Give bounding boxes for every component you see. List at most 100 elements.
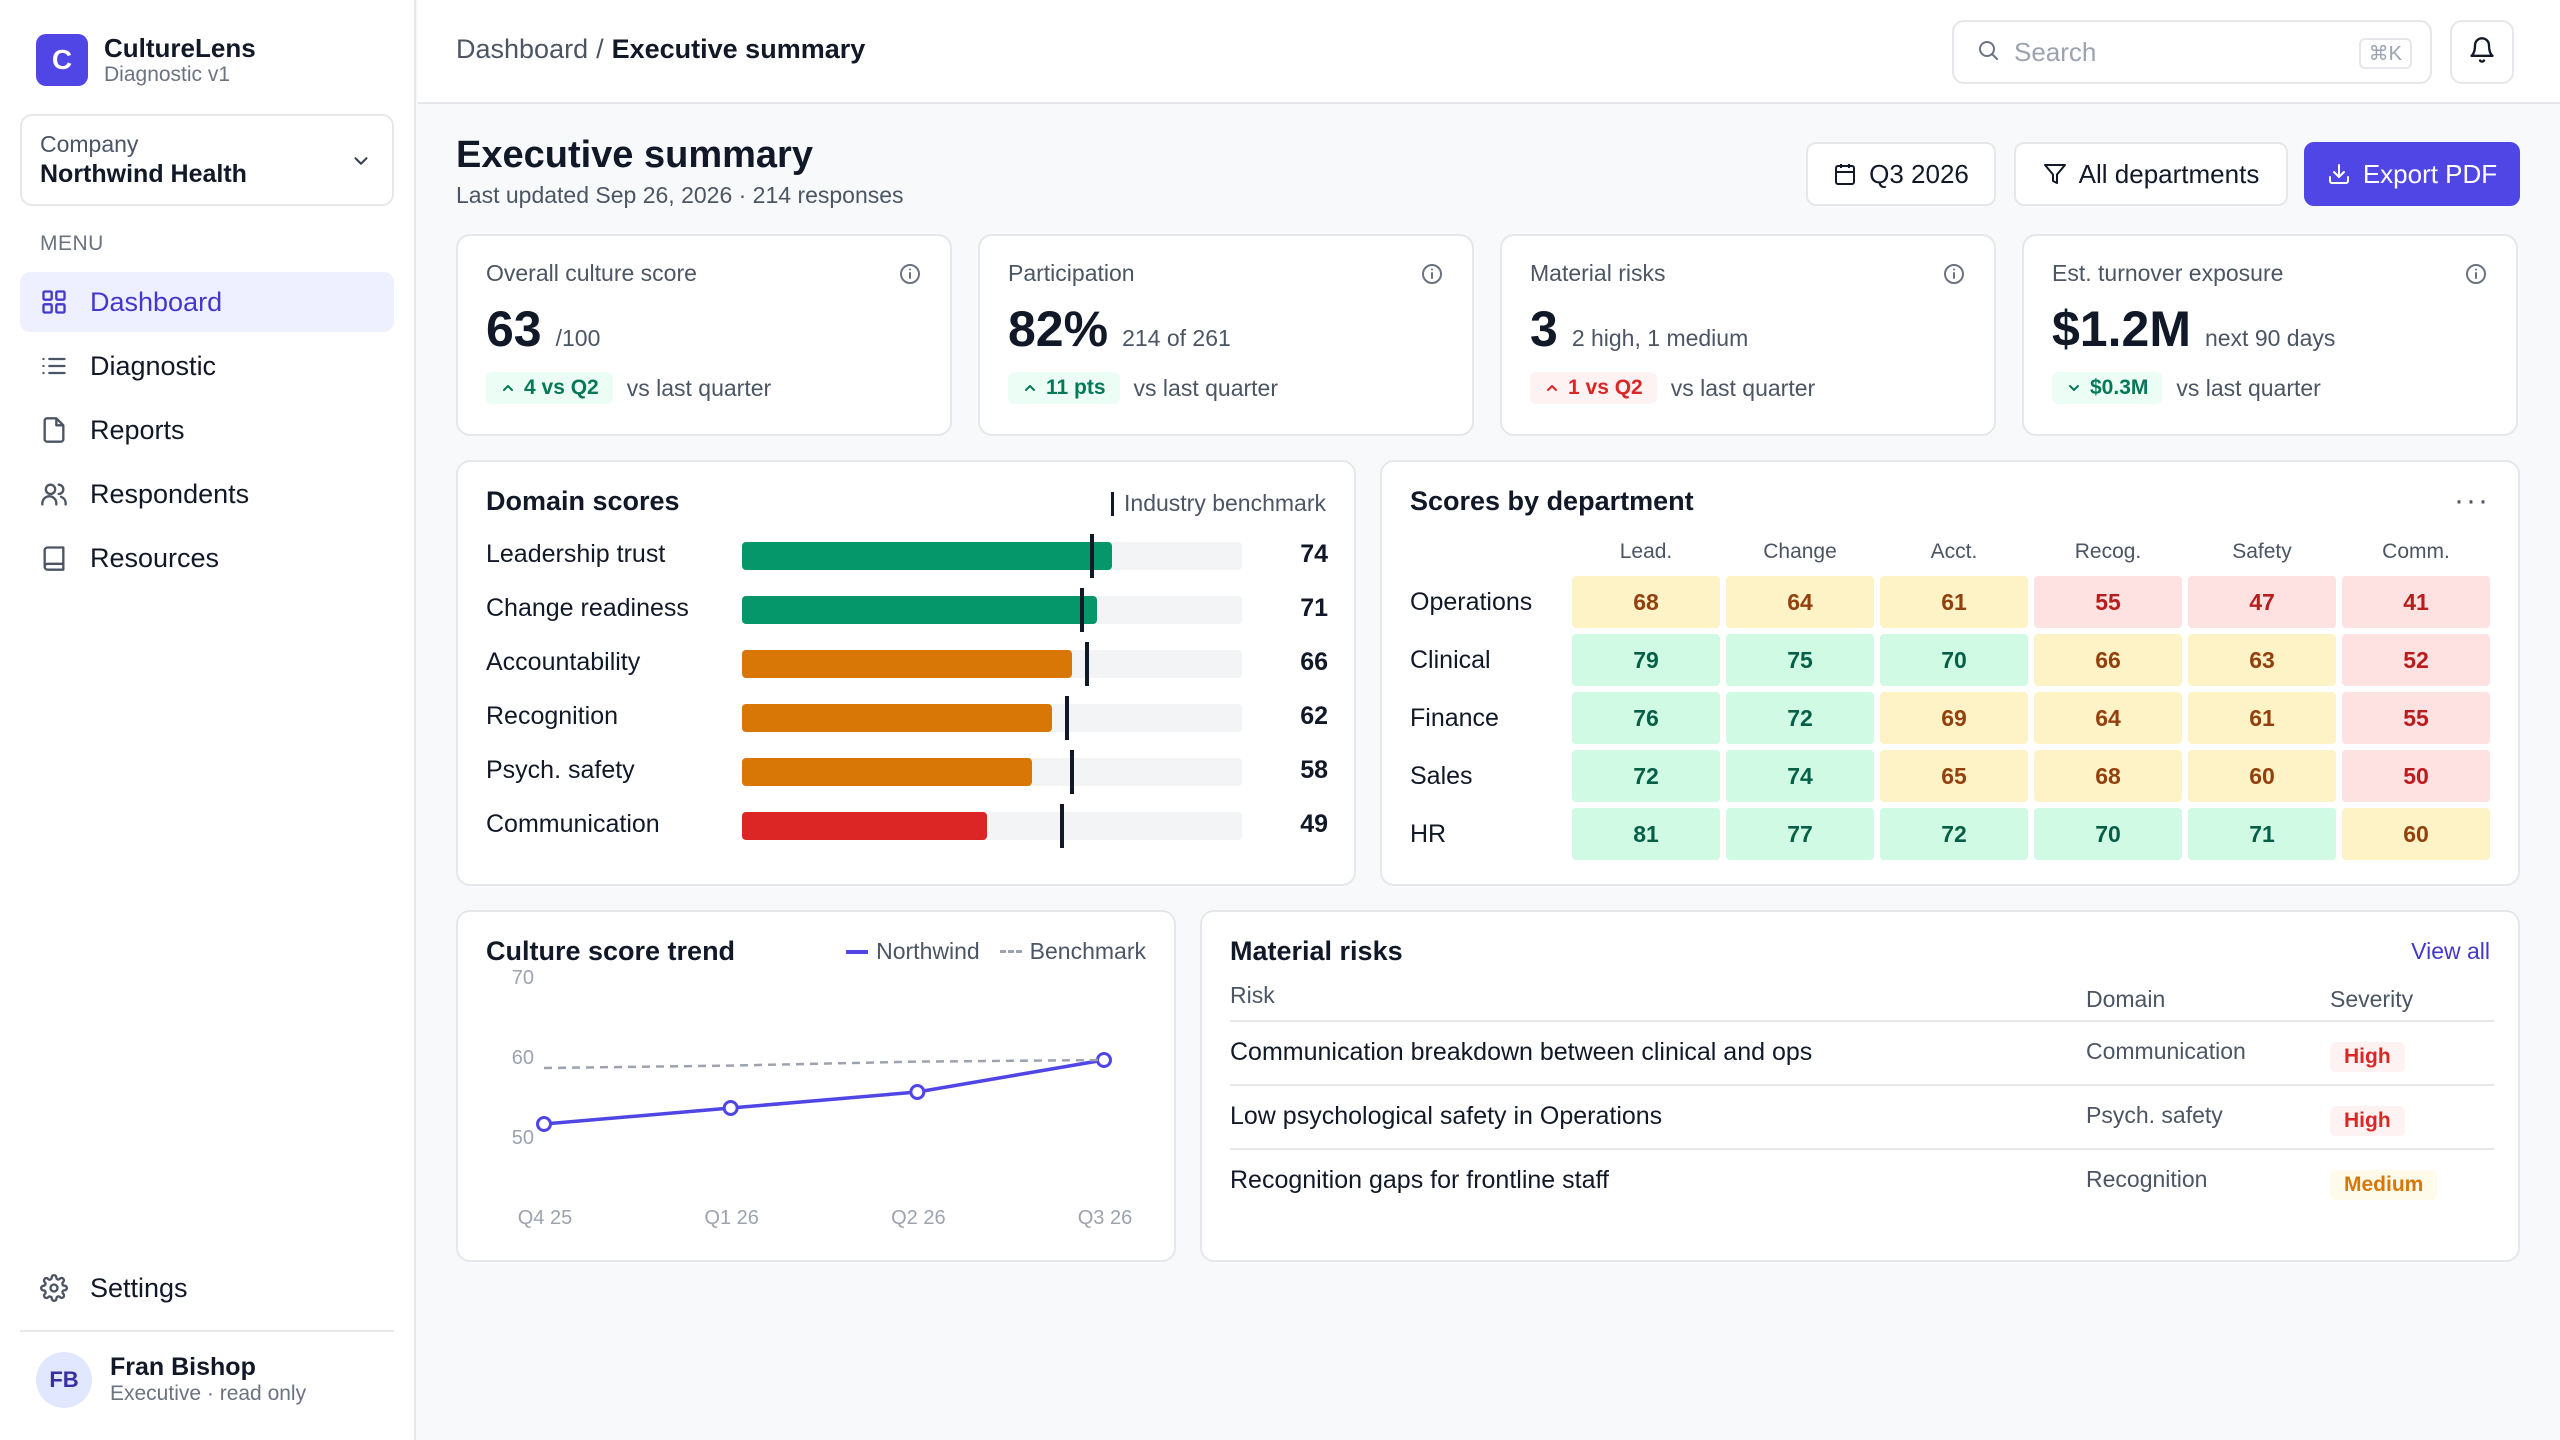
sidebar-item-reports[interactable]: Reports (20, 400, 394, 460)
kpi-unit: next 90 days (2204, 325, 2336, 351)
more-options-button[interactable]: ··· (2454, 484, 2490, 517)
search-input[interactable]: Search ⌘K (1952, 20, 2432, 84)
sidebar-item-resources[interactable]: Resources (20, 528, 394, 588)
data-point (722, 1100, 739, 1116)
table-row[interactable]: Recognition gaps for frontline staff Reco… (1230, 1148, 2494, 1212)
heatmap-cell[interactable]: 63 (2188, 634, 2336, 686)
department-filter-button[interactable]: All departments (2014, 142, 2288, 206)
department-scores-card: Scores by department ··· Lead. Change Acct… (1380, 460, 2520, 886)
heatmap-cell[interactable]: 61 (1880, 576, 2028, 628)
quarter-picker-button[interactable]: Q3 2026 (1806, 142, 1996, 206)
risk-title: Communication breakdown between clinical… (1230, 1038, 1813, 1066)
column-header: Change (1763, 540, 1837, 563)
domain-label: Psych. safety (486, 756, 635, 784)
kpi-unit: /100 (555, 325, 601, 351)
risk-domain: Communication (2086, 1038, 2246, 1064)
heatmap-cell[interactable]: 72 (1880, 808, 2028, 860)
domain-row: Leadership trust 74 (486, 534, 1328, 578)
northwind-series-line (543, 1058, 1105, 1126)
search-placeholder: Search (2014, 36, 2097, 67)
book-icon (38, 542, 70, 574)
brand-name: CultureLens (104, 33, 256, 63)
heatmap-cell[interactable]: 65 (1880, 750, 2028, 802)
heatmap-cell[interactable]: 70 (2034, 808, 2182, 860)
domain-score-value: 66 (1300, 648, 1328, 676)
domain-row: Psych. safety 58 (486, 750, 1328, 794)
kpi-card: Material risks 3 2 high, 1 medium 1 vs Q2 vs… (1500, 234, 1996, 436)
delta-badge: 4 vs Q2 (486, 372, 613, 404)
heatmap-cell[interactable]: 68 (1572, 576, 1720, 628)
view-all-link[interactable]: View all (2411, 938, 2490, 964)
company-name: Northwind Health (40, 160, 247, 188)
info-icon[interactable] (2464, 262, 2488, 291)
delta-value: 1 vs Q2 (1568, 376, 1643, 399)
kpi-value: 3 (1530, 301, 1558, 357)
heatmap-cell[interactable]: 74 (1726, 750, 1874, 802)
heatmap-cell[interactable]: 72 (1726, 692, 1874, 744)
heatmap-cell[interactable]: 52 (2342, 634, 2490, 686)
export-pdf-button[interactable]: Export PDF (2304, 142, 2520, 206)
heatmap-cell[interactable]: 41 (2342, 576, 2490, 628)
sidebar-item-diagnostic[interactable]: Diagnostic (20, 336, 394, 396)
heatmap-cell[interactable]: 55 (2034, 576, 2182, 628)
notifications-button[interactable] (2450, 20, 2514, 84)
trend-chart: 70 60 50 Q4 25 Q1 26 Q2 26 Q3 26 (512, 967, 1132, 1229)
heatmap-cell[interactable]: 75 (1726, 634, 1874, 686)
benchmark-legend-marker (1111, 491, 1115, 516)
arrow-down-icon (2066, 380, 2082, 396)
kpi-delta: 11 pts vs last quarter (1008, 372, 1278, 404)
heatmap-cell[interactable]: 81 (1572, 808, 1720, 860)
delta-value: 11 pts (1046, 376, 1106, 399)
breadcrumb-separator: / (596, 34, 604, 64)
heatmap-cell[interactable]: 60 (2342, 808, 2490, 860)
heatmap-cell[interactable]: 50 (2342, 750, 2490, 802)
heatmap-cell[interactable]: 77 (1726, 808, 1874, 860)
score-bar (742, 596, 1097, 624)
heatmap-cell[interactable]: 64 (1726, 576, 1874, 628)
sidebar-item-dashboard[interactable]: Dashboard (20, 272, 394, 332)
heatmap-cell[interactable]: 72 (1572, 750, 1720, 802)
sidebar-item-respondents[interactable]: Respondents (20, 464, 394, 524)
info-icon[interactable] (1420, 262, 1444, 291)
heatmap-cell[interactable]: 71 (2188, 808, 2336, 860)
domain-row: Change readiness 71 (486, 588, 1328, 632)
heatmap-cell[interactable]: 70 (1880, 634, 2028, 686)
score-bar (742, 650, 1072, 678)
domain-label: Change readiness (486, 594, 689, 622)
score-bar-track (742, 588, 1242, 632)
heatmap-cell[interactable]: 61 (2188, 692, 2336, 744)
heatmap-cell[interactable]: 69 (1880, 692, 2028, 744)
heatmap-cell[interactable]: 47 (2188, 576, 2336, 628)
company-selector[interactable]: Company Northwind Health (20, 114, 394, 206)
sidebar-item-settings[interactable]: Settings (20, 1258, 394, 1318)
brand-version: Diagnostic v1 (104, 63, 231, 86)
heatmap-cell[interactable]: 60 (2188, 750, 2336, 802)
kpi-value: $1.2M (2052, 301, 2191, 357)
info-icon[interactable] (898, 262, 922, 291)
user-name: Fran Bishop (110, 1353, 256, 1381)
heatmap-cell[interactable]: 55 (2342, 692, 2490, 744)
delta-badge: $0.3M (2052, 372, 2163, 404)
delta-badge: 1 vs Q2 (1530, 372, 1657, 404)
export-label: Export PDF (2362, 158, 2498, 189)
user-profile[interactable]: FB Fran Bishop Executive · read only (36, 1352, 306, 1408)
domain-row: Recognition 62 (486, 696, 1328, 740)
breadcrumb-parent[interactable]: Dashboard (456, 34, 589, 64)
brand[interactable]: C CultureLens Diagnostic v1 (36, 33, 256, 87)
heatmap-cell[interactable]: 79 (1572, 634, 1720, 686)
heatmap-cell[interactable]: 66 (2034, 634, 2182, 686)
domain-scores-card: Domain scores Industry benchmark Leaders… (456, 460, 1356, 886)
users-icon (38, 478, 70, 510)
card-title: Material risks (1230, 936, 1403, 966)
data-point (536, 1116, 552, 1132)
heatmap-cell[interactable]: 64 (2034, 692, 2182, 744)
info-icon[interactable] (1942, 262, 1966, 291)
gear-icon (38, 1272, 70, 1304)
table-row[interactable]: Low psychological safety in Operations Ps… (1230, 1084, 2494, 1148)
heatmap-cell[interactable]: 76 (1572, 692, 1720, 744)
domain-score-value: 49 (1300, 810, 1328, 838)
heatmap-cell[interactable]: 68 (2034, 750, 2182, 802)
benchmark-marker (1090, 534, 1094, 578)
table-row[interactable]: Communication breakdown between clinical… (1230, 1020, 2494, 1084)
kpi-value-group: 63/100 (486, 300, 600, 358)
